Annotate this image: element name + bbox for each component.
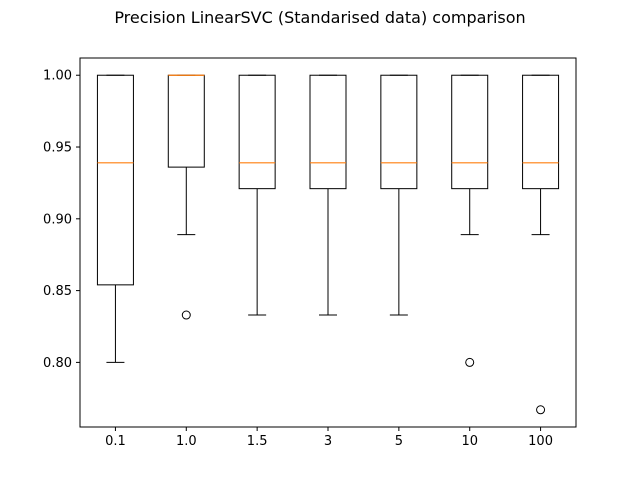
box-1.0 <box>167 74 205 320</box>
x-tick-label: 3 <box>324 434 332 449</box>
outlier-point <box>181 310 191 320</box>
y-tick-label: 0.90 <box>43 212 72 227</box>
outlier-point <box>465 357 475 367</box>
x-tick-label: 5 <box>395 434 403 449</box>
iqr-box <box>309 74 347 190</box>
iqr-box <box>238 74 276 190</box>
y-tick-label: 0.85 <box>43 284 72 299</box>
box-5 <box>380 74 418 316</box>
x-tick-label: 1.5 <box>247 434 268 449</box>
box-10 <box>451 74 489 367</box>
outlier-point <box>536 405 546 415</box>
y-tick-label: 1.00 <box>43 69 72 84</box>
iqr-box <box>96 74 134 286</box>
iqr-box <box>380 74 418 190</box>
x-tick-label: 0.1 <box>105 434 126 449</box>
x-tick-label: 1.0 <box>176 434 197 449</box>
box-1.5 <box>238 74 276 316</box>
iqr-box <box>522 74 560 190</box>
box-100 <box>522 74 560 415</box>
y-tick-label: 0.95 <box>43 141 72 156</box>
chart-title: Precision LinearSVC (Standarised data) c… <box>114 8 526 27</box>
box-3 <box>309 74 347 316</box>
plot-frame <box>79 57 577 428</box>
y-tick-label: 0.80 <box>43 356 72 371</box>
iqr-box <box>451 74 489 190</box>
boxes <box>96 74 560 415</box>
y-axis: 0.80 0.85 0.90 0.95 1.00 <box>43 69 80 371</box>
x-axis: 0.1 1.0 1.5 3 5 10 100 <box>105 427 553 449</box>
x-tick-label: 100 <box>528 434 553 449</box>
box-0.1 <box>96 74 134 363</box>
x-tick-label: 10 <box>461 434 478 449</box>
